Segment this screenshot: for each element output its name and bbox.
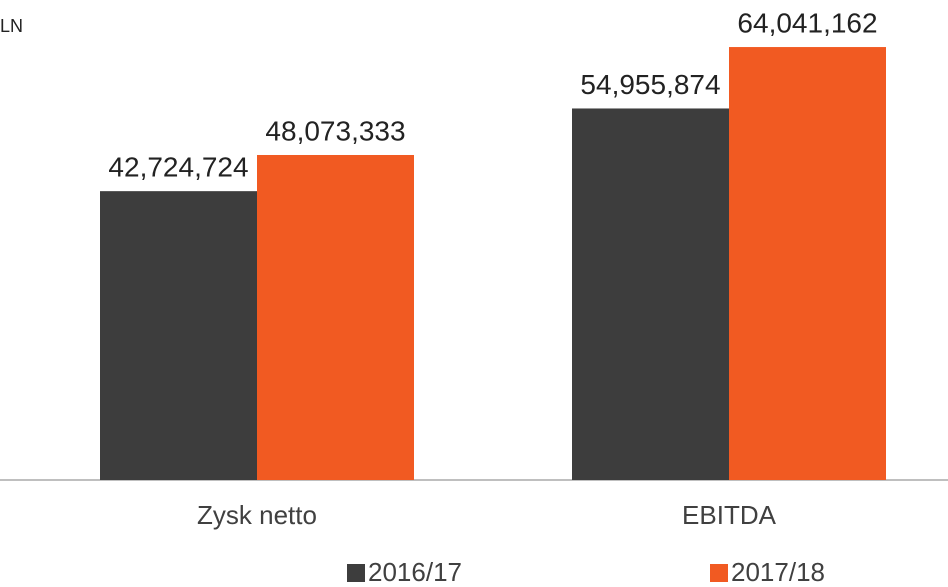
legend-swatch — [347, 564, 365, 582]
value-label: 64,041,162 — [737, 7, 877, 38]
bar — [572, 108, 729, 480]
legend-label: 2017/18 — [731, 557, 825, 587]
legend-label: 2016/17 — [368, 557, 462, 587]
unit-label: LN — [0, 16, 23, 36]
value-label: 48,073,333 — [265, 115, 405, 146]
bar — [257, 154, 414, 480]
value-label: 54,955,874 — [580, 69, 720, 100]
x-tick-label: Zysk netto — [197, 500, 317, 530]
bar — [100, 191, 257, 480]
legend-swatch — [710, 564, 728, 582]
value-label: 42,724,724 — [108, 152, 248, 183]
bar — [729, 47, 886, 481]
x-tick-label: EBITDA — [682, 500, 777, 530]
